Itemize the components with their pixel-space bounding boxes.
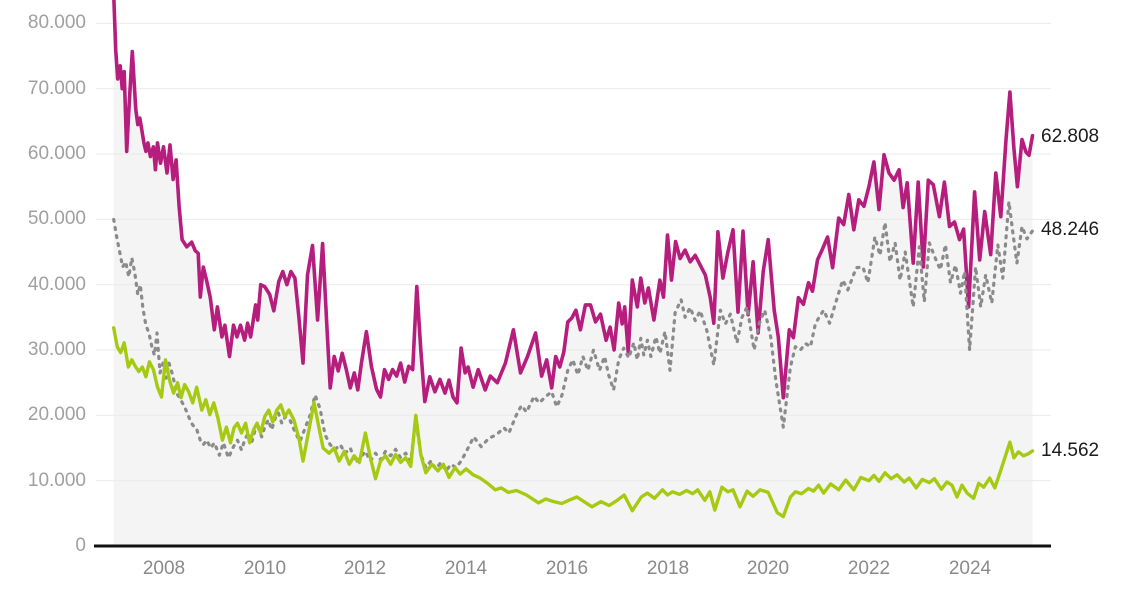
series-end-label-green: 14.562 [1041,440,1100,461]
x-axis-tick-label: 2016 [545,558,589,579]
y-axis-tick-label: 0 [75,535,86,556]
series-line-green-solid [111,326,1035,519]
x-axis-tick-label: 2022 [847,558,891,579]
y-axis-tick-label: 20.000 [27,404,86,425]
y-axis-tick-label: 40.000 [27,274,86,295]
x-axis-tick-label: 2010 [243,558,287,579]
y-axis-tick-label: 60.000 [27,143,86,164]
x-axis-tick-label: 2012 [343,558,387,579]
x-axis-tick-label: 2018 [646,558,690,579]
y-axis-tick-label: 80.000 [27,12,86,33]
area-fill [113,0,1033,546]
x-axis-tick-label: 2014 [444,558,488,579]
series-line-pink-solid [112,0,1035,405]
x-axis-tick-label: 2020 [746,558,790,579]
y-axis-tick-label: 70.000 [27,78,86,99]
series-end-label-gray: 48.246 [1041,219,1100,240]
series-line-gray-dashed [112,200,1035,473]
x-axis-tick-label: 2008 [142,558,186,579]
y-axis-tick-label: 30.000 [27,339,86,360]
y-axis-tick-label: 10.000 [27,470,86,491]
series-end-label-pink: 62.808 [1041,126,1100,147]
y-axis-tick-label: 50.000 [27,208,86,229]
x-axis-tick-label: 2024 [948,558,992,579]
